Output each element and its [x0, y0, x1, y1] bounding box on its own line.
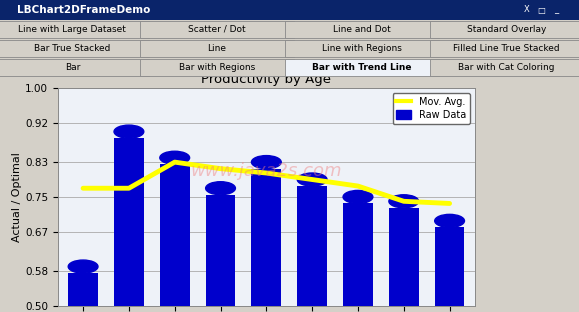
Text: Bar: Bar	[65, 63, 80, 72]
FancyBboxPatch shape	[285, 59, 439, 76]
FancyBboxPatch shape	[285, 40, 439, 57]
FancyBboxPatch shape	[140, 40, 294, 57]
Text: Standard Overlay: Standard Overlay	[467, 25, 547, 34]
Bar	[251, 169, 281, 306]
Text: Bar with Trend Line: Bar with Trend Line	[312, 63, 412, 72]
Ellipse shape	[68, 260, 98, 273]
Ellipse shape	[114, 125, 144, 138]
FancyBboxPatch shape	[285, 21, 439, 38]
Y-axis label: Actual / Optimal: Actual / Optimal	[12, 152, 22, 242]
Ellipse shape	[251, 156, 281, 169]
Text: Scatter / Dot: Scatter / Dot	[188, 25, 246, 34]
Ellipse shape	[297, 173, 327, 186]
Title: Productivity by Age: Productivity by Age	[201, 73, 331, 85]
Text: Line with Large Dataset: Line with Large Dataset	[19, 25, 126, 34]
FancyBboxPatch shape	[140, 21, 294, 38]
Text: Line and Dot: Line and Dot	[333, 25, 391, 34]
Bar	[343, 203, 373, 306]
Bar	[114, 138, 144, 306]
Bar	[206, 195, 236, 306]
Bar	[435, 227, 464, 306]
FancyBboxPatch shape	[0, 40, 149, 57]
Ellipse shape	[435, 214, 464, 227]
Text: X: X	[524, 6, 530, 14]
FancyBboxPatch shape	[0, 59, 149, 76]
Ellipse shape	[160, 151, 189, 164]
FancyBboxPatch shape	[430, 21, 579, 38]
Text: Bar with Regions: Bar with Regions	[179, 63, 255, 72]
Text: Line: Line	[208, 44, 226, 53]
Text: _: _	[554, 6, 558, 14]
Text: Bar with Cat Coloring: Bar with Cat Coloring	[459, 63, 555, 72]
FancyBboxPatch shape	[430, 59, 579, 76]
Text: www.java2s.com: www.java2s.com	[190, 162, 342, 180]
Text: Line with Regions: Line with Regions	[322, 44, 402, 53]
FancyBboxPatch shape	[430, 40, 579, 57]
Ellipse shape	[206, 182, 236, 195]
FancyBboxPatch shape	[0, 21, 149, 38]
Bar	[297, 186, 327, 306]
Bar	[68, 273, 98, 306]
Text: Filled Line True Stacked: Filled Line True Stacked	[453, 44, 560, 53]
Bar	[389, 208, 419, 306]
FancyBboxPatch shape	[0, 0, 579, 20]
Ellipse shape	[389, 195, 419, 208]
Ellipse shape	[343, 190, 373, 203]
Text: □: □	[537, 6, 545, 14]
Legend: Mov. Avg., Raw Data: Mov. Avg., Raw Data	[393, 93, 470, 124]
Bar	[160, 164, 189, 306]
Text: LBChart2DFrameDemo: LBChart2DFrameDemo	[17, 5, 151, 15]
Text: Bar True Stacked: Bar True Stacked	[34, 44, 111, 53]
FancyBboxPatch shape	[140, 59, 294, 76]
